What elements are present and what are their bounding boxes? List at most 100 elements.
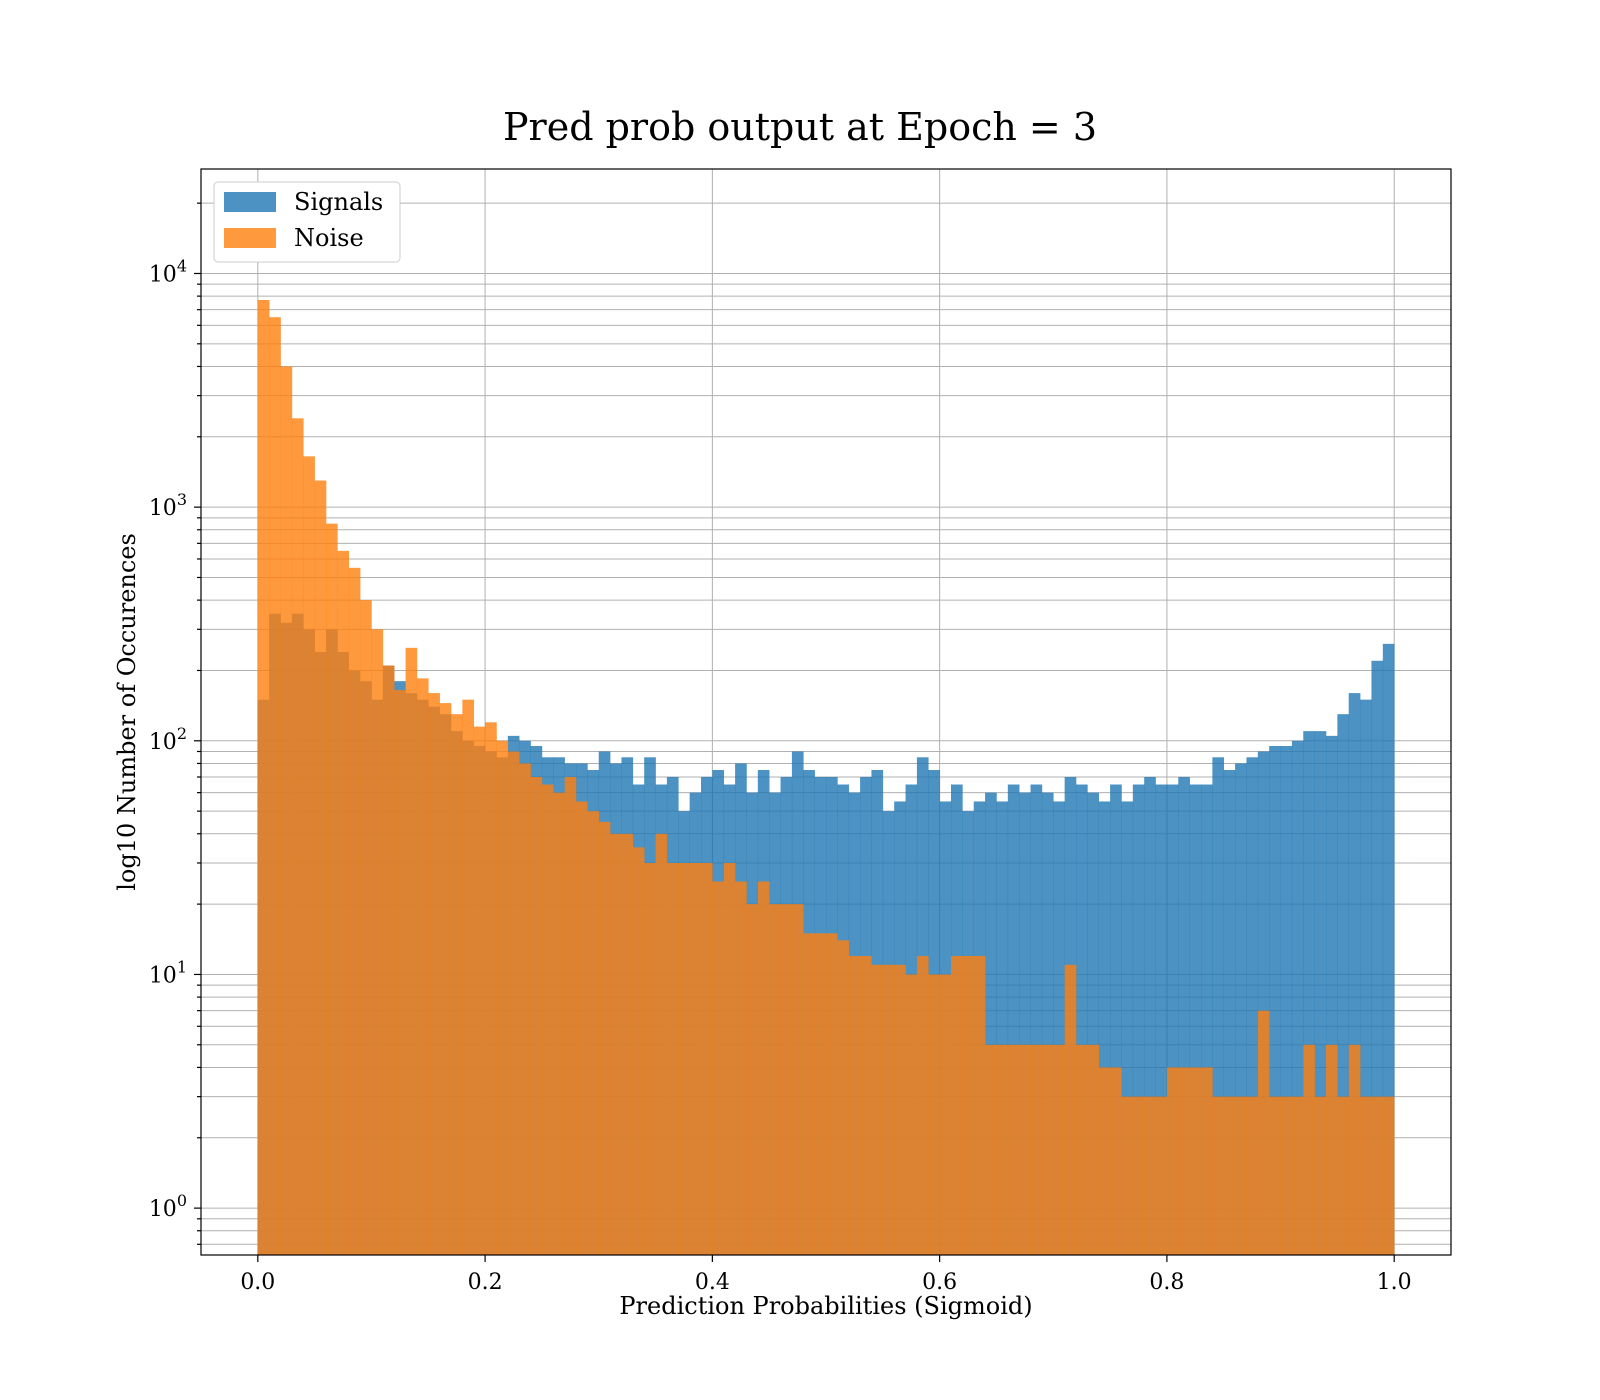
noise-bar-33 [632, 847, 645, 1255]
x-tick-label-2: 0.4 [695, 1270, 730, 1295]
signals-bar-86 [1235, 763, 1247, 1255]
noise-bar-56 [894, 964, 906, 1255]
noise-bar-23 [519, 763, 531, 1255]
noise-bar-43 [746, 904, 759, 1255]
x-axis-ticks: 0.0 0.2 0.4 0.6 0.8 1.0 [240, 1255, 1412, 1295]
noise-bar-35 [655, 833, 668, 1255]
noise-bar-37 [678, 862, 690, 1255]
noise-bar-10 [371, 629, 384, 1255]
signals-bar-79 [1155, 784, 1168, 1255]
signals-bar-72 [1076, 784, 1088, 1255]
noise-bar-57 [905, 974, 918, 1255]
y-tick-label-4: 104 [149, 256, 187, 287]
signals-bar-65 [996, 801, 1009, 1255]
signals-bar-88 [1257, 751, 1270, 1255]
noise-bar-7 [337, 550, 350, 1255]
signals-bar-82 [1189, 784, 1202, 1255]
noise-bar-3 [291, 418, 304, 1255]
y-axis-ticks: 100 101 102 103 104 [149, 202, 201, 1245]
noise-bar-86 [1235, 1096, 1247, 1255]
legend: Signals Noise [213, 181, 401, 263]
noise-bar-91 [1291, 1096, 1304, 1255]
signals-bar-84 [1212, 757, 1225, 1255]
noise-bar-21 [496, 740, 509, 1255]
y-tick-label-2: 102 [149, 724, 187, 755]
noise-bar-9 [360, 600, 372, 1255]
noise-bar-54 [871, 964, 884, 1255]
noise-bar-84 [1212, 1096, 1225, 1255]
noise-bar-5 [314, 480, 327, 1255]
signals-bar-92 [1303, 731, 1315, 1255]
noise-bar-34 [644, 862, 656, 1255]
signals-bar-78 [1144, 776, 1156, 1255]
noise-bar-61 [951, 955, 963, 1255]
noise-bar-27 [564, 776, 577, 1255]
noise-bar-65 [996, 1044, 1009, 1255]
noise-bar-99 [1382, 1096, 1395, 1255]
signals-bar-94 [1326, 735, 1338, 1255]
signals-bar-74 [1098, 801, 1111, 1255]
noise-bar-46 [780, 904, 793, 1255]
noise-bar-28 [576, 801, 588, 1255]
noise-bar-50 [826, 933, 838, 1255]
noise-bar-44 [757, 881, 770, 1255]
noise-bar-24 [530, 776, 543, 1255]
noise-bar-1 [269, 317, 281, 1255]
noise-bar-60 [939, 974, 952, 1255]
noise-bar-26 [553, 792, 565, 1255]
signals-bar-81 [1178, 776, 1190, 1255]
signals-bar-98 [1371, 660, 1384, 1255]
signals-bar-93 [1314, 731, 1327, 1255]
signals-bar-96 [1348, 693, 1361, 1255]
noise-bar-20 [485, 722, 497, 1255]
x-tick-label-0: 0.0 [240, 1270, 275, 1295]
noise-bar-49 [814, 933, 827, 1255]
noise-bar-17 [451, 714, 463, 1255]
noise-bar-69 [1041, 1044, 1054, 1255]
legend-swatch-signals [224, 192, 276, 212]
noise-bar-92 [1303, 1044, 1315, 1255]
x-axis-label: Prediction Probabilities (Sigmoid) [619, 1292, 1032, 1320]
signals-bar-97 [1360, 699, 1372, 1255]
noise-bar-87 [1246, 1096, 1259, 1255]
plot-area-frame [200, 168, 1452, 1256]
noise-bar-66 [1007, 1044, 1020, 1255]
noise-bar-12 [394, 689, 406, 1255]
noise-bar-77 [1132, 1096, 1145, 1255]
signals-bar-64 [985, 792, 997, 1255]
noise-bar-14 [416, 678, 429, 1255]
noise-bar-62 [962, 955, 975, 1255]
noise-bars [257, 300, 1395, 1256]
noise-bar-22 [507, 751, 520, 1255]
noise-bar-59 [928, 974, 940, 1255]
noise-bar-98 [1371, 1096, 1384, 1255]
noise-bar-31 [610, 833, 622, 1255]
noise-bar-97 [1360, 1096, 1372, 1255]
signals-bar-83 [1201, 784, 1213, 1255]
noise-bar-80 [1166, 1067, 1179, 1255]
noise-bar-88 [1257, 1010, 1270, 1255]
signals-bar-70 [1053, 801, 1065, 1255]
noise-bar-4 [303, 456, 315, 1255]
noise-bar-0 [257, 300, 270, 1256]
y-tick-label-3: 103 [149, 490, 187, 521]
noise-bar-74 [1098, 1067, 1111, 1255]
signals-bar-87 [1246, 757, 1259, 1255]
noise-bar-19 [473, 726, 486, 1255]
x-tick-label-3: 0.6 [922, 1270, 957, 1295]
noise-bar-13 [405, 647, 418, 1255]
noise-bar-96 [1348, 1044, 1361, 1255]
noise-bar-32 [621, 833, 634, 1255]
signals-bar-80 [1166, 784, 1179, 1255]
noise-bar-36 [666, 862, 679, 1255]
legend-label-noise: Noise [294, 224, 364, 252]
noise-bar-76 [1121, 1096, 1134, 1255]
noise-bar-38 [689, 862, 702, 1255]
noise-bar-71 [1064, 964, 1077, 1255]
signals-bar-99 [1382, 643, 1395, 1255]
x-tick-label-4: 0.8 [1149, 1270, 1184, 1295]
noise-bar-94 [1326, 1044, 1338, 1255]
signals-bar-91 [1291, 740, 1304, 1255]
noise-bar-53 [860, 955, 872, 1255]
